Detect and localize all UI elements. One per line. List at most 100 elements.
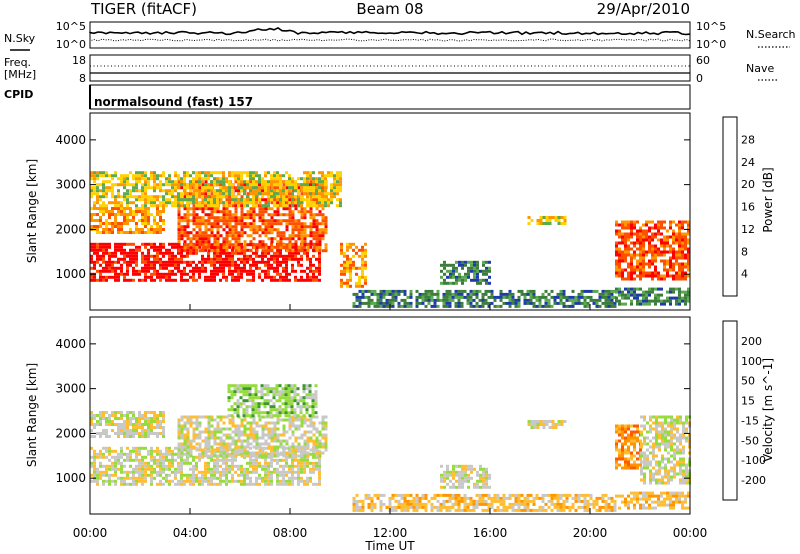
power-cell [288, 222, 292, 226]
power-cell [255, 260, 258, 264]
velocity-cell [207, 436, 211, 440]
power-cell [645, 293, 648, 297]
power-cell [90, 174, 93, 178]
power-cell [123, 174, 126, 178]
power-cell [126, 272, 129, 276]
power-cell [123, 177, 126, 181]
velocity-cell [201, 470, 204, 474]
power-cell [168, 254, 171, 258]
power-cell [523, 298, 527, 302]
power-cell [279, 260, 282, 264]
power-cell [249, 216, 253, 220]
power-cell [219, 195, 222, 199]
velocity-cell [117, 435, 120, 438]
power-cell [90, 186, 93, 190]
power-cell [264, 186, 267, 190]
velocity-cell [207, 479, 210, 483]
power-cell [479, 281, 482, 285]
power-cell [153, 216, 156, 219]
power-cell [135, 198, 138, 202]
velocity-cell [210, 445, 214, 449]
power-cell [219, 219, 223, 223]
velocity-cell [216, 467, 219, 471]
velocity-cell [126, 458, 129, 462]
power-cell [660, 302, 663, 306]
power-cell [231, 216, 235, 220]
power-cell [306, 177, 309, 181]
power-cell [234, 207, 238, 211]
velocity-cell [236, 414, 240, 418]
velocity-cell [303, 433, 307, 437]
power-cell [303, 245, 306, 249]
power-cell [189, 183, 193, 187]
velocity-cell [159, 411, 162, 414]
power-cell [469, 292, 473, 296]
power-cell [276, 210, 280, 214]
power-cell [660, 223, 663, 227]
velocity-cell [264, 433, 268, 437]
power-cell [153, 248, 156, 252]
power-cell [291, 257, 294, 261]
power-cell [681, 274, 684, 278]
power-cell [303, 198, 306, 202]
power-cell [93, 219, 96, 222]
power-cell [349, 260, 352, 264]
power-cell [636, 302, 639, 306]
velocity-cell [264, 473, 267, 477]
power-cell [129, 207, 132, 210]
velocity-cell [183, 461, 186, 465]
power-cell [324, 189, 327, 193]
velocity-cell [210, 415, 214, 419]
power-cell [466, 295, 470, 299]
power-cell [102, 174, 105, 178]
power-cell [234, 225, 238, 229]
power-cell [153, 177, 156, 181]
power-cell [547, 298, 551, 302]
power-cell [273, 237, 277, 241]
power-cell [285, 192, 288, 196]
velocity-cell [267, 427, 271, 431]
velocity-cell [177, 421, 181, 425]
velocity-cell [192, 464, 195, 468]
velocity-cell [239, 390, 243, 394]
power-cell [448, 301, 452, 305]
power-cell [592, 289, 596, 293]
power-cell [96, 248, 99, 252]
velocity-cell [90, 473, 93, 477]
power-cell [315, 278, 318, 282]
velocity-cell [102, 473, 105, 477]
power-cell [267, 189, 270, 193]
velocity-cell [306, 461, 309, 465]
velocity-cell [239, 405, 243, 409]
power-cell [270, 249, 274, 253]
velocity-cell [135, 446, 138, 450]
power-cell [460, 304, 464, 308]
power-cell [560, 216, 564, 219]
velocity-cell [255, 442, 259, 446]
power-cell [159, 213, 162, 216]
power-cell [517, 304, 521, 308]
power-cell [195, 251, 198, 255]
velocity-cell [249, 436, 253, 440]
power-cell [117, 213, 120, 216]
velocity-cell [264, 454, 268, 458]
power-cell [633, 287, 636, 291]
power-cell [303, 251, 306, 255]
power-cell [99, 171, 102, 175]
power-cell [198, 186, 202, 190]
power-cell [433, 304, 437, 308]
power-cell [228, 201, 232, 205]
velocity-cell [216, 464, 219, 468]
power-cell [285, 272, 288, 276]
power-cell [279, 272, 282, 276]
velocity-cell [141, 417, 144, 420]
velocity-cell [324, 424, 328, 428]
power-cell [285, 180, 288, 184]
velocity-cell [171, 464, 174, 468]
velocity-cell [303, 421, 307, 425]
velocity-cell [291, 442, 295, 446]
velocity-cell [315, 436, 319, 440]
power-cell [333, 177, 336, 181]
power-cell [288, 234, 292, 238]
power-cell [346, 284, 349, 288]
